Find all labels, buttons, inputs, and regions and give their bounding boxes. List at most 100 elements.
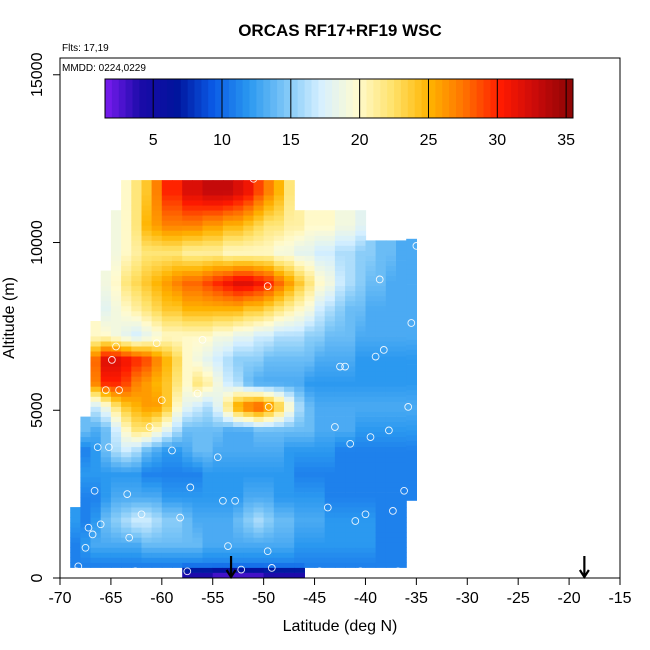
heatmap-cell xyxy=(294,446,305,453)
heatmap-cell xyxy=(90,411,102,417)
heatmap-cell xyxy=(233,310,244,317)
heatmap-cell xyxy=(406,243,417,250)
heatmap-cell xyxy=(345,547,356,553)
heatmap-cell xyxy=(192,436,204,443)
heatmap-cell xyxy=(202,391,214,397)
heatmap-cell xyxy=(212,305,224,312)
heatmap-cell xyxy=(365,416,377,422)
heatmap-cell xyxy=(110,421,122,427)
heatmap-cell xyxy=(334,421,346,427)
heatmap-cell xyxy=(324,431,336,438)
heatmap-cell xyxy=(304,300,316,307)
heatmap-cell xyxy=(324,537,336,543)
heatmap-cell xyxy=(121,456,132,463)
heatmap-cell xyxy=(243,512,255,518)
heatmap-cell xyxy=(90,326,102,332)
heatmap-cell xyxy=(345,456,356,463)
heatmap-cell xyxy=(385,446,397,453)
heatmap-cell xyxy=(396,527,407,533)
heatmap-cell xyxy=(110,517,122,523)
heatmap-cell xyxy=(212,326,224,332)
heatmap-cell xyxy=(222,441,234,448)
heatmap-cell xyxy=(406,450,417,456)
heatmap-cell xyxy=(273,557,285,563)
heatmap-cell xyxy=(182,497,193,503)
heatmap-cell xyxy=(222,210,234,216)
heatmap-cell xyxy=(355,522,367,528)
heatmap-cell xyxy=(222,300,234,307)
heatmap-cell xyxy=(202,396,214,402)
heatmap-cell xyxy=(406,435,417,441)
heatmap-cell xyxy=(192,190,204,196)
heatmap-cell xyxy=(233,280,244,287)
heatmap-cell xyxy=(273,426,285,432)
heatmap-cell xyxy=(141,471,153,478)
heatmap-cell xyxy=(294,436,305,443)
colorbar-tick-label: 20 xyxy=(351,132,369,149)
x-tick-label: -30 xyxy=(456,590,479,607)
heatmap-cell xyxy=(243,300,255,307)
heatmap-cell xyxy=(294,300,305,307)
heatmap-cell xyxy=(182,366,193,372)
heatmap-cell xyxy=(314,331,326,337)
observation-point xyxy=(315,567,324,576)
heatmap-cell xyxy=(182,376,193,382)
heatmap-cell xyxy=(263,185,275,191)
heatmap-cell xyxy=(121,507,132,513)
colorbar-tick-label: 35 xyxy=(557,132,575,149)
heatmap-cell xyxy=(172,185,183,191)
heatmap-cell xyxy=(212,250,224,256)
heatmap-cell xyxy=(233,260,244,266)
heatmap-cell xyxy=(355,326,367,332)
heatmap-cell xyxy=(151,361,163,367)
heatmap-cell xyxy=(365,280,377,287)
heatmap-cell xyxy=(385,487,397,493)
heatmap-cell xyxy=(345,512,356,518)
heatmap-cell xyxy=(355,451,367,458)
heatmap-cell xyxy=(192,235,204,241)
heatmap-cell xyxy=(151,547,163,553)
heatmap-cell xyxy=(263,411,275,417)
heatmap-cell xyxy=(365,461,377,468)
heatmap-cell xyxy=(192,487,204,493)
colorbar-swatch xyxy=(345,79,354,118)
heatmap-cell xyxy=(222,406,234,412)
heatmap-cell xyxy=(263,250,275,256)
heatmap-cell xyxy=(334,371,346,377)
heatmap-cell xyxy=(385,270,397,276)
heatmap-cell xyxy=(151,300,163,307)
heatmap-cell xyxy=(385,346,397,352)
heatmap-cell xyxy=(273,547,285,553)
heatmap-cell xyxy=(334,290,346,297)
heatmap-cell xyxy=(385,562,397,568)
heatmap-cell xyxy=(253,310,265,317)
x-tick-label: -35 xyxy=(405,590,428,607)
heatmap-cell xyxy=(355,230,367,236)
heatmap-cell xyxy=(273,416,285,422)
heatmap-cell xyxy=(304,230,316,236)
heatmap-cell xyxy=(253,466,265,473)
heatmap-cell xyxy=(243,487,255,493)
heatmap-cell xyxy=(212,411,224,417)
heatmap-cell xyxy=(100,431,112,438)
chart-title: ORCAS RF17+RF19 WSC xyxy=(238,21,442,40)
heatmap-cell xyxy=(172,200,183,206)
heatmap-cell xyxy=(243,527,255,533)
heatmap-cell xyxy=(396,331,407,337)
heatmap-cell xyxy=(182,471,193,478)
observation-point xyxy=(105,443,113,452)
heatmap-cell xyxy=(192,471,204,478)
heatmap-cell xyxy=(141,537,153,543)
heatmap-cell xyxy=(202,265,214,271)
heatmap-cell xyxy=(304,416,316,422)
heatmap-cell xyxy=(314,401,326,407)
heatmap-cell xyxy=(100,321,112,327)
heatmap-cell xyxy=(345,255,356,261)
heatmap-cell xyxy=(243,305,255,312)
heatmap-cell xyxy=(202,522,214,528)
heatmap-cell xyxy=(192,537,204,543)
heatmap-cell xyxy=(294,361,305,367)
heatmap-cell xyxy=(385,305,397,312)
heatmap-cell xyxy=(202,361,214,367)
heatmap-cell xyxy=(182,205,193,211)
